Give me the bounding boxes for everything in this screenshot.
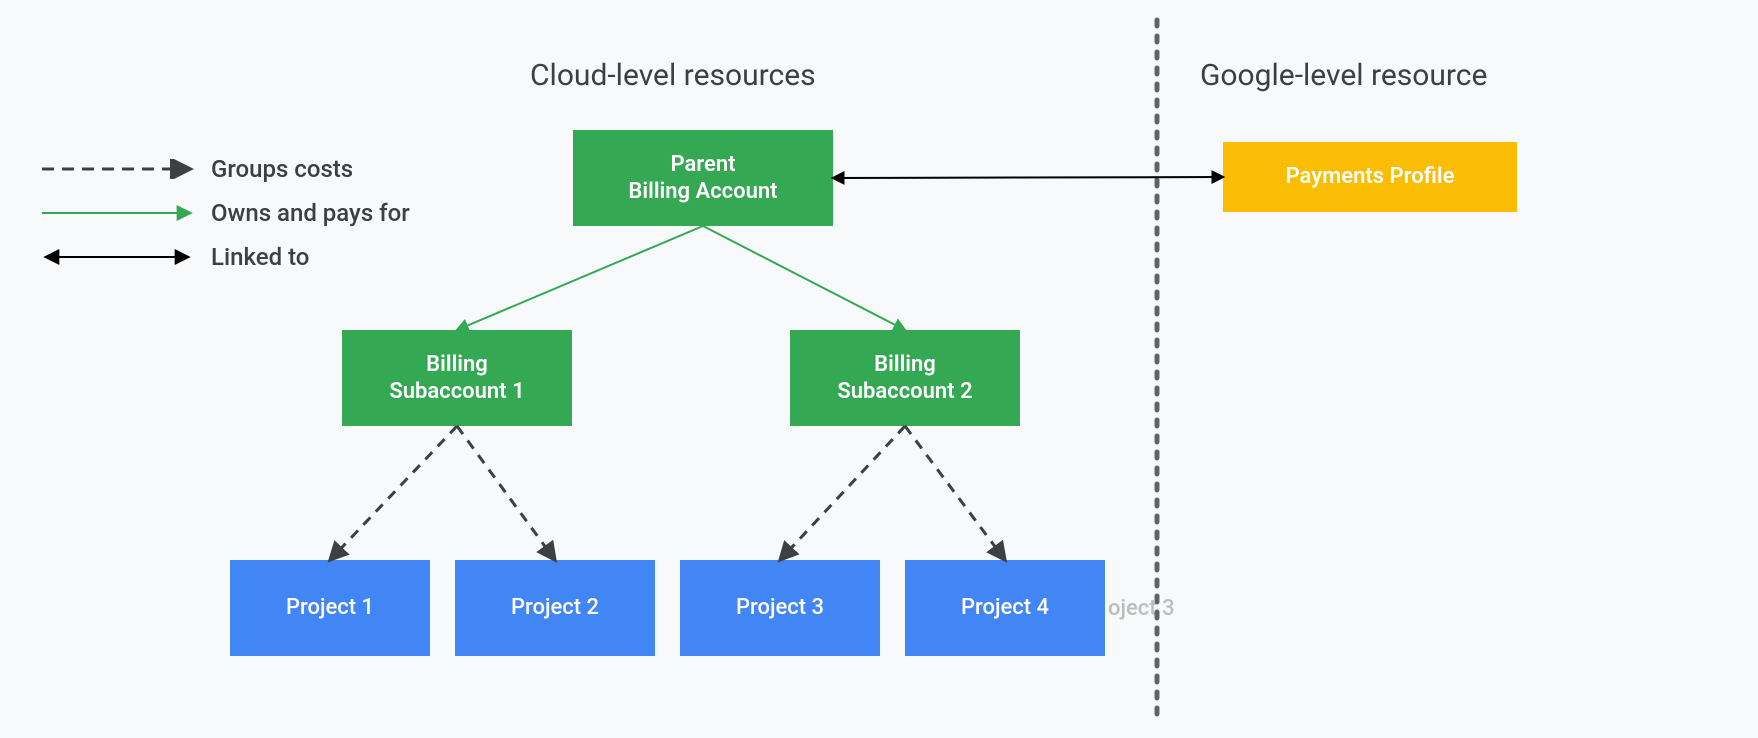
node-payments-profile: Payments Profile bbox=[1223, 142, 1517, 212]
node-parent-billing-account: Parent Billing Account bbox=[573, 130, 833, 226]
node-label: Billing Subaccount 1 bbox=[389, 351, 524, 406]
ghost-text: oject 3 bbox=[1108, 596, 1175, 621]
heading-cloud-level: Cloud-level resources bbox=[530, 58, 816, 93]
legend-row-groups-costs: Groups costs bbox=[40, 155, 410, 183]
node-label: Payments Profile bbox=[1286, 163, 1455, 191]
node-label: Parent Billing Account bbox=[628, 151, 777, 206]
node-project-1: Project 1 bbox=[230, 560, 430, 656]
legend-arrow-double-icon bbox=[40, 247, 195, 267]
node-project-2: Project 2 bbox=[455, 560, 655, 656]
node-label: Project 2 bbox=[511, 594, 599, 622]
legend-arrow-dashed-icon bbox=[40, 159, 195, 179]
node-project-3: Project 3 bbox=[680, 560, 880, 656]
legend-label: Linked to bbox=[211, 243, 309, 271]
node-label: Billing Subaccount 2 bbox=[837, 351, 972, 406]
node-billing-subaccount-1: Billing Subaccount 1 bbox=[342, 330, 572, 426]
legend-row-owns-pays: Owns and pays for bbox=[40, 199, 410, 227]
legend: Groups costs Owns and pays for Linked to bbox=[40, 155, 410, 271]
legend-row-linked-to: Linked to bbox=[40, 243, 410, 271]
legend-label: Owns and pays for bbox=[211, 199, 410, 227]
node-project-4: Project 4 bbox=[905, 560, 1105, 656]
node-label: Project 4 bbox=[961, 594, 1049, 622]
legend-arrow-green-icon bbox=[40, 203, 195, 223]
legend-label: Groups costs bbox=[211, 155, 353, 183]
node-label: Project 3 bbox=[736, 594, 824, 622]
node-label: Project 1 bbox=[286, 594, 374, 622]
node-billing-subaccount-2: Billing Subaccount 2 bbox=[790, 330, 1020, 426]
heading-google-level: Google-level resource bbox=[1200, 58, 1487, 93]
